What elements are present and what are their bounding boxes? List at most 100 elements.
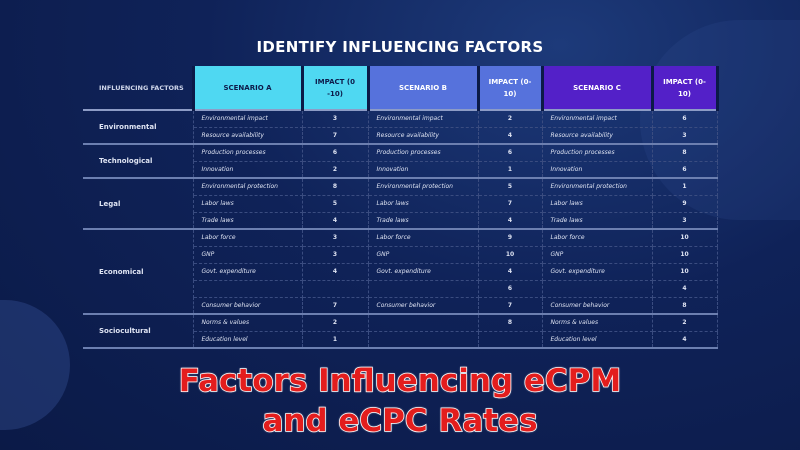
factor-group: Technological <box>83 144 194 179</box>
table-row: Legal Environmental protection 8 Environmen… <box>83 178 718 230</box>
table-row: GNP 3 GNP 10 GNP 10 <box>83 246 718 264</box>
impact-cell: 8 <box>652 144 718 162</box>
factor-group: Economical <box>83 229 194 315</box>
impact-cell: 4 <box>652 331 718 349</box>
impact-cell: 8 <box>652 297 718 315</box>
table-row: Consumer behavior 7 Consumer behavior 7 Cons… <box>83 297 718 315</box>
factor-cell: Resource availability <box>368 127 479 145</box>
impact-cell: 10 <box>652 229 718 247</box>
impact-cell: 10 <box>478 246 543 264</box>
factor-cell: Environmental protection <box>542 178 653 196</box>
table-row: Sociocultural Norms & values 2 8 Norms & val… <box>83 314 718 349</box>
factors-table: INFLUENCING FACTORS SCENARIO A IMPACT (0… <box>83 66 719 349</box>
factor-cell: Innovation <box>542 161 653 179</box>
impact-cell: 4 <box>478 127 543 145</box>
factor-group: Legal <box>83 178 194 230</box>
factor-cell: Norms & values <box>193 314 303 332</box>
header-impact-a: IMPACT (0 -10) <box>302 66 370 111</box>
factor-cell: Education level <box>542 331 653 349</box>
factor-cell: Production processes <box>542 144 653 162</box>
factor-cell: GNP <box>542 246 653 264</box>
impact-cell: 7 <box>302 127 369 145</box>
factor-cell: Environmental protection <box>193 178 303 196</box>
impact-cell: 9 <box>478 229 543 247</box>
impact-cell: 2 <box>302 161 369 179</box>
factor-group: Sociocultural <box>83 314 194 349</box>
impact-cell: 6 <box>478 280 543 298</box>
impact-cell: 6 <box>652 110 718 128</box>
impact-cell: 3 <box>302 246 369 264</box>
impact-cell: 2 <box>302 314 369 332</box>
factor-cell: Labor laws <box>542 195 653 213</box>
factor-cell: GNP <box>193 246 303 264</box>
factor-cell <box>368 280 479 298</box>
impact-cell: 2 <box>478 110 543 128</box>
factor-cell: Labor force <box>193 229 303 247</box>
impact-cell: 4 <box>302 263 369 281</box>
factor-cell: Trade laws <box>542 212 653 230</box>
factor-cell: Innovation <box>193 161 303 179</box>
impact-cell: 4 <box>478 263 543 281</box>
impact-cell: 3 <box>302 110 369 128</box>
impact-cell: 7 <box>478 195 543 213</box>
factor-cell <box>542 280 653 298</box>
factor-group: Environmental <box>83 110 194 145</box>
table-row: Environmental Environmental impact 3 Enviro… <box>83 110 718 145</box>
impact-cell: 6 <box>302 144 369 162</box>
overlay-title-line1: Factors Influencing eCPM <box>178 362 622 400</box>
factor-cell: Norms & values <box>542 314 653 332</box>
factor-cell: GNP <box>368 246 479 264</box>
factor-cell: Environmental protection <box>368 178 479 196</box>
factor-cell: Consumer behavior <box>542 297 653 315</box>
factor-cell: Production processes <box>368 144 479 162</box>
factor-cell: Trade laws <box>368 212 479 230</box>
impact-cell: 1 <box>478 161 543 179</box>
impact-cell: 8 <box>302 178 369 196</box>
factor-cell: Environmental impact <box>368 110 479 128</box>
factor-cell: Labor force <box>542 229 653 247</box>
impact-cell: 1 <box>302 331 369 349</box>
table-row: Innovation 2 Innovation 1 Innovation 6 <box>83 161 718 179</box>
impact-cell <box>478 331 543 349</box>
impact-cell <box>302 280 369 298</box>
factor-cell: Education level <box>193 331 303 349</box>
factor-cell: Govt. expenditure <box>193 263 303 281</box>
factor-cell: Consumer behavior <box>368 297 479 315</box>
header-impact-c: IMPACT (0-10) <box>652 66 719 111</box>
header-factors: INFLUENCING FACTORS <box>83 66 195 111</box>
overlay-title-line2: and eCPC Rates <box>262 402 539 440</box>
impact-cell: 6 <box>478 144 543 162</box>
factor-cell: Consumer behavior <box>193 297 303 315</box>
impact-cell: 10 <box>652 263 718 281</box>
header-scenario-b: SCENARIO B <box>368 66 480 111</box>
impact-cell: 3 <box>652 127 718 145</box>
impact-cell: 9 <box>652 195 718 213</box>
impact-cell: 3 <box>302 229 369 247</box>
factor-cell: Labor force <box>368 229 479 247</box>
factor-cell: Labor laws <box>193 195 303 213</box>
impact-cell: 5 <box>302 195 369 213</box>
factor-cell <box>368 314 479 332</box>
factor-cell: Resource availability <box>542 127 653 145</box>
page-title: IDENTIFY INFLUENCING FACTORS <box>256 38 544 56</box>
factor-cell: Innovation <box>368 161 479 179</box>
factor-cell: Govt. expenditure <box>368 263 479 281</box>
impact-cell: 6 <box>652 161 718 179</box>
impact-cell: 10 <box>652 246 718 264</box>
table-row: Economical Labor force 3 Labor force 9 Labor … <box>83 229 718 315</box>
impact-cell: 4 <box>478 212 543 230</box>
impact-cell: 4 <box>652 280 718 298</box>
impact-cell: 1 <box>652 178 718 196</box>
table-row: Govt. expenditure 4 Govt. expenditure 4 Govt… <box>83 263 718 281</box>
impact-cell: 4 <box>302 212 369 230</box>
table-row: Trade laws 4 Trade laws 4 Trade laws 3 <box>83 212 718 230</box>
impact-cell: 8 <box>478 314 543 332</box>
header-scenario-c: SCENARIO C <box>542 66 654 111</box>
table-row: Technological Production processes 6 Produc… <box>83 144 718 179</box>
factor-cell: Environmental impact <box>542 110 653 128</box>
factor-cell: Labor laws <box>368 195 479 213</box>
factor-cell: Resource availability <box>193 127 303 145</box>
table-row: Resource availability 7 Resource availabil… <box>83 127 718 145</box>
factor-cell <box>193 280 303 298</box>
